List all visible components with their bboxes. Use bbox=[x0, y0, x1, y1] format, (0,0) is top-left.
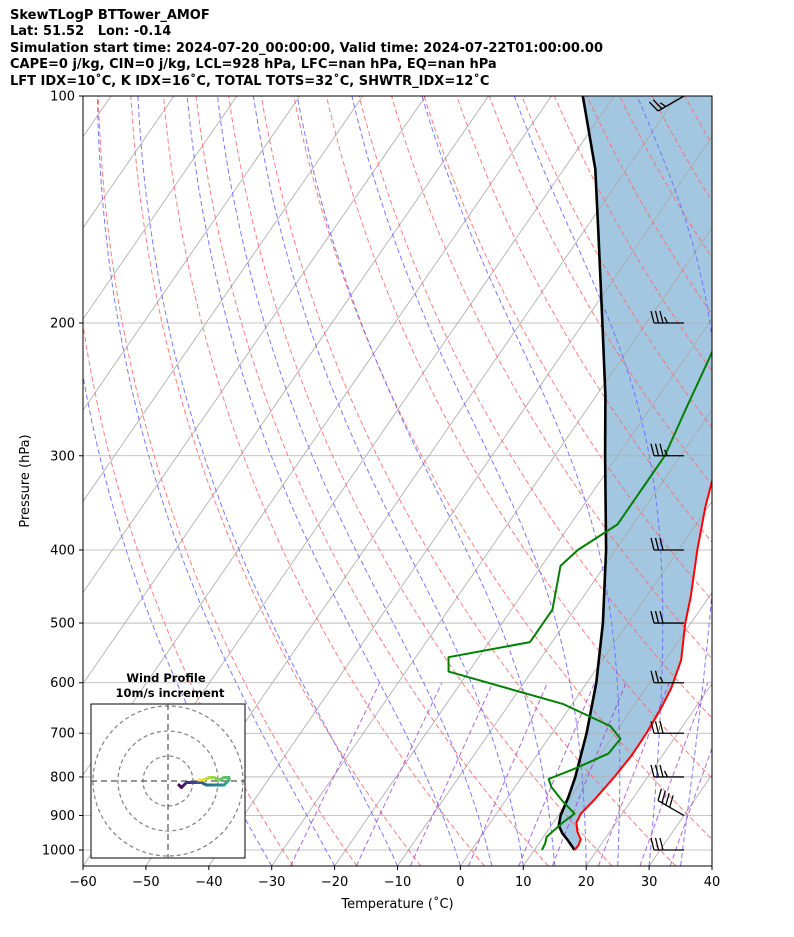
dry-adiabat bbox=[783, 96, 794, 866]
mixing-ratio-line bbox=[409, 682, 494, 866]
isotherm bbox=[711, 865, 712, 866]
hodograph-subtitle: 10m/s increment bbox=[116, 686, 225, 700]
dry-adiabat bbox=[195, 96, 549, 866]
parcel-path-line bbox=[557, 96, 608, 851]
location-line: Lat: 51.52 Lon: -0.14 bbox=[10, 24, 172, 40]
cape-line: CAPE=0 j/kg, CIN=0 j/kg, LCL=928 hPa, LF… bbox=[10, 57, 497, 73]
moist-adiabat bbox=[217, 96, 493, 866]
y-tick-label: 100 bbox=[50, 90, 75, 105]
dewpoint-profile-line bbox=[447, 349, 712, 851]
chart-title: SkewTLogP BTTower_AMOF bbox=[10, 8, 210, 23]
cape-cin-shading bbox=[559, 96, 712, 850]
isotherm bbox=[775, 96, 794, 866]
moist-adiabat bbox=[252, 96, 524, 866]
x-tick-label: 0 bbox=[456, 875, 464, 890]
wind-barb bbox=[650, 721, 684, 734]
dry-adiabat bbox=[260, 96, 677, 866]
moist-adiabat bbox=[351, 96, 587, 866]
wind-barb bbox=[657, 788, 685, 817]
x-tick-label: 20 bbox=[578, 875, 595, 890]
isotherm bbox=[334, 318, 712, 866]
dry-adiabat bbox=[293, 96, 712, 840]
dry-adiabat bbox=[456, 96, 712, 544]
x-tick-label: 10 bbox=[515, 875, 532, 890]
moist-adiabat bbox=[296, 96, 556, 866]
isotherm bbox=[83, 96, 489, 685]
moist-adiabat bbox=[83, 372, 273, 866]
mixing-ratio-line bbox=[468, 682, 548, 866]
x-tick-label: −60 bbox=[69, 875, 96, 890]
hodograph-inset: Wind Profile 10m/s increment bbox=[90, 671, 246, 859]
wind-barb bbox=[650, 310, 684, 324]
hodograph-title: Wind Profile bbox=[126, 671, 206, 685]
mixing-ratio-line bbox=[518, 682, 596, 866]
dry-adiabat bbox=[163, 96, 485, 866]
mixing-ratio-line bbox=[551, 682, 627, 866]
y-tick-label: 400 bbox=[50, 543, 75, 558]
x-tick-label: 30 bbox=[641, 875, 658, 890]
y-tick-label: 600 bbox=[50, 676, 75, 691]
dry-adiabat bbox=[228, 96, 613, 866]
temperature-profile-line bbox=[573, 477, 712, 851]
moist-adiabat bbox=[186, 96, 461, 866]
wind-barb bbox=[650, 837, 684, 851]
wind-barb bbox=[650, 670, 684, 684]
mixing-ratio-line bbox=[290, 682, 381, 866]
wind-barb bbox=[650, 610, 684, 624]
dry-adiabat bbox=[750, 96, 794, 866]
y-tick-label: 700 bbox=[50, 727, 75, 742]
isotherm bbox=[83, 96, 364, 503]
wind-barb bbox=[648, 95, 685, 112]
isotherm bbox=[460, 500, 712, 866]
x-tick-label: −50 bbox=[132, 875, 159, 890]
y-tick-label: 500 bbox=[50, 617, 75, 632]
mixing-ratio-line bbox=[669, 746, 712, 866]
isotherm bbox=[83, 96, 175, 229]
y-tick-label: 1000 bbox=[42, 844, 75, 859]
mixing-ratio-line bbox=[355, 682, 443, 866]
dry-adiabat bbox=[391, 96, 712, 660]
wind-barb bbox=[650, 764, 684, 778]
y-tick-label: 200 bbox=[50, 316, 75, 331]
isotherm bbox=[522, 591, 712, 866]
isotherm bbox=[585, 682, 712, 866]
isotherm bbox=[83, 96, 238, 320]
y-tick-label: 800 bbox=[50, 770, 75, 785]
isotherm bbox=[208, 136, 712, 866]
indices-line: LFT IDX=10˚C, K IDX=16˚C, TOTAL TOTS=32˚… bbox=[10, 73, 490, 89]
dry-adiabat bbox=[325, 96, 712, 779]
x-axis-label: Temperature (˚C) bbox=[340, 896, 453, 912]
dry-adiabat bbox=[717, 96, 794, 866]
moist-adiabat bbox=[137, 96, 398, 866]
x-tick-label: −20 bbox=[321, 875, 348, 890]
dry-adiabat bbox=[488, 96, 712, 486]
x-tick-label: 40 bbox=[704, 875, 721, 890]
x-tick-label: −30 bbox=[258, 875, 285, 890]
time-line: Simulation start time: 2024-07-20_00:00:… bbox=[10, 40, 603, 56]
mixing-ratio-line bbox=[639, 682, 709, 866]
y-tick-label: 300 bbox=[50, 449, 75, 464]
dry-adiabat bbox=[358, 96, 712, 719]
y-axis-label: Pressure (hPa) bbox=[18, 434, 33, 527]
dry-adiabat bbox=[83, 321, 294, 866]
dry-adiabat bbox=[586, 96, 712, 316]
wind-barb bbox=[650, 537, 684, 551]
wind-barb bbox=[650, 443, 684, 457]
x-tick-label: −40 bbox=[195, 875, 222, 890]
y-tick-label: 900 bbox=[50, 809, 75, 824]
isotherm bbox=[83, 96, 426, 594]
isotherm bbox=[271, 227, 712, 866]
x-tick-label: −10 bbox=[384, 875, 411, 890]
dry-adiabat bbox=[97, 96, 358, 866]
isotherm bbox=[83, 96, 301, 411]
moist-adiabat bbox=[711, 862, 712, 866]
